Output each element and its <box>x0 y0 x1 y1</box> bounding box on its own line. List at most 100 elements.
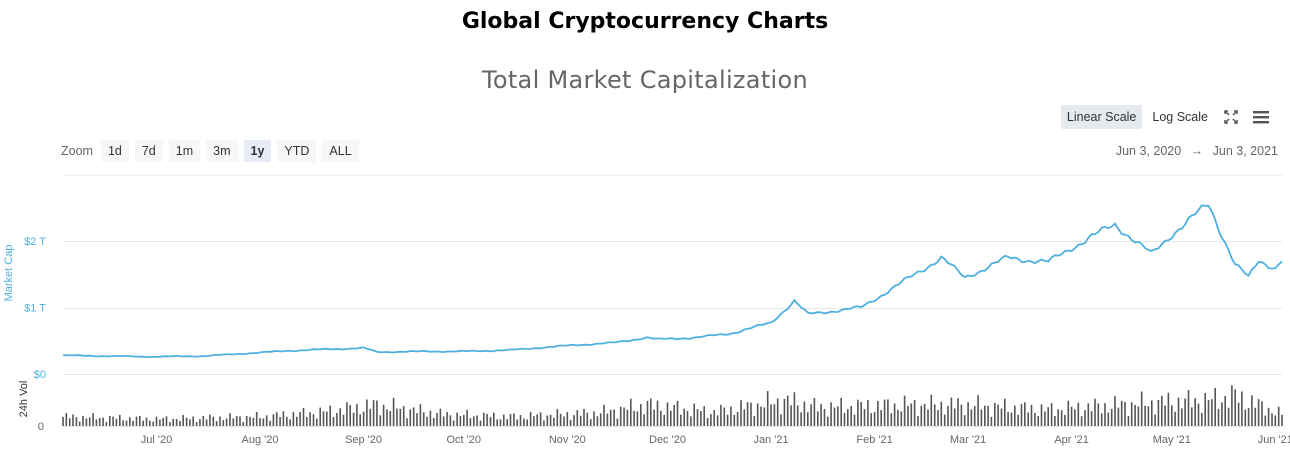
volume-bar <box>1114 396 1116 426</box>
fullscreen-icon[interactable] <box>1218 106 1244 128</box>
volume-bar <box>152 421 154 426</box>
volume-axis-label: 24h Vol <box>18 381 30 418</box>
volume-bar <box>1134 404 1136 426</box>
volume-bar <box>536 414 538 426</box>
volume-bar <box>479 420 482 426</box>
volume-bar <box>159 419 161 426</box>
volume-bar <box>212 416 215 426</box>
volume-bar <box>780 414 782 426</box>
volume-bar <box>1247 408 1250 426</box>
volume-bar <box>853 414 856 426</box>
volume-bar <box>292 411 295 426</box>
volume-bar <box>419 404 422 426</box>
volume-bar <box>359 414 361 426</box>
volume-bar <box>135 416 138 426</box>
volume-bar <box>720 404 722 426</box>
volume-bar <box>573 415 575 426</box>
volume-bar <box>803 401 806 426</box>
volume-bar <box>182 414 184 426</box>
volume-bar <box>1197 403 1200 426</box>
date-range-to[interactable]: Jun 3, 2021 <box>1212 144 1278 158</box>
volume-bar <box>1201 412 1203 426</box>
zoom-all-button[interactable]: ALL <box>322 140 359 162</box>
hamburger-menu-icon[interactable] <box>1248 106 1274 128</box>
volume-bar <box>1070 406 1073 426</box>
volume-bar <box>933 404 936 426</box>
volume-bar <box>1234 389 1236 426</box>
linear-scale-button[interactable]: Linear Scale <box>1060 105 1143 129</box>
zoom-7d-button[interactable]: 7d <box>134 140 163 162</box>
volume-bar <box>1024 402 1026 426</box>
volume-bar <box>1027 412 1029 426</box>
volume-bar <box>122 420 124 426</box>
volume-bar <box>1060 410 1063 426</box>
volume-bar <box>863 409 866 426</box>
y-tick-label: $1 T <box>24 303 46 315</box>
volume-bar <box>716 415 719 426</box>
volume-bar <box>369 408 372 426</box>
volume-bar <box>412 407 415 426</box>
volume-bar <box>526 419 528 426</box>
volume-bar <box>172 418 174 426</box>
x-tick-label: Sep '20 <box>345 434 382 446</box>
volume-bar <box>566 412 569 426</box>
volume-bar <box>229 413 231 426</box>
volume-bar <box>1224 396 1226 426</box>
zoom-1d-button[interactable]: 1d <box>100 140 129 162</box>
volume-bar <box>1254 407 1257 426</box>
volume-bar <box>1241 391 1243 426</box>
volume-bar <box>676 400 679 426</box>
volume-bar <box>1004 398 1006 426</box>
volume-bar <box>239 416 241 426</box>
volume-bar <box>723 407 726 426</box>
volume-bar <box>429 410 432 426</box>
volume-bar <box>402 406 405 426</box>
volume-bar <box>843 412 846 426</box>
volume-bar <box>1107 412 1110 426</box>
volume-bar <box>833 407 836 426</box>
volume-bar <box>235 416 238 426</box>
volume-bar <box>813 398 816 426</box>
volume-bar <box>165 416 168 426</box>
volume-bar <box>265 415 268 426</box>
volume-bar <box>195 421 198 426</box>
volume-bar <box>1277 406 1280 426</box>
volume-bar <box>636 411 639 426</box>
volume-bar <box>496 419 498 426</box>
volume-bar <box>1281 414 1283 426</box>
volume-bar <box>994 402 996 426</box>
volume-bar <box>1080 416 1083 426</box>
volume-bar <box>650 398 652 426</box>
volume-bar <box>1251 395 1253 426</box>
volume-bar <box>626 409 629 426</box>
zoom-ytd-button[interactable]: YTD <box>277 140 317 162</box>
volume-bar <box>1147 406 1150 426</box>
volume-bar <box>609 409 612 426</box>
volume-bar <box>519 415 522 426</box>
date-range-from[interactable]: Jun 3, 2020 <box>1115 144 1182 158</box>
volume-bar <box>409 409 412 426</box>
volume-bar <box>489 417 492 426</box>
volume-bar <box>88 417 91 426</box>
volume-bar <box>82 415 84 426</box>
volume-bar <box>483 412 485 426</box>
volume-bar <box>823 409 826 426</box>
zoom-1m-button[interactable]: 1m <box>168 140 201 162</box>
volume-bar <box>887 399 889 426</box>
volume-bar <box>683 408 685 426</box>
volume-bar <box>132 420 134 426</box>
zoom-label: Zoom <box>61 144 93 158</box>
volume-bar <box>713 410 715 426</box>
volume-bar <box>1110 408 1113 426</box>
log-scale-button[interactable]: Log Scale <box>1146 105 1214 129</box>
volume-bar <box>149 420 151 426</box>
volume-bar <box>559 413 562 426</box>
volume-bar <box>72 414 74 426</box>
zoom-3m-button[interactable]: 3m <box>206 140 238 162</box>
volume-bar <box>960 404 963 426</box>
volume-bar <box>633 410 635 426</box>
volume-bar <box>129 417 131 426</box>
zoom-1y-button[interactable]: 1y <box>243 140 272 162</box>
volume-bar <box>1010 412 1013 426</box>
